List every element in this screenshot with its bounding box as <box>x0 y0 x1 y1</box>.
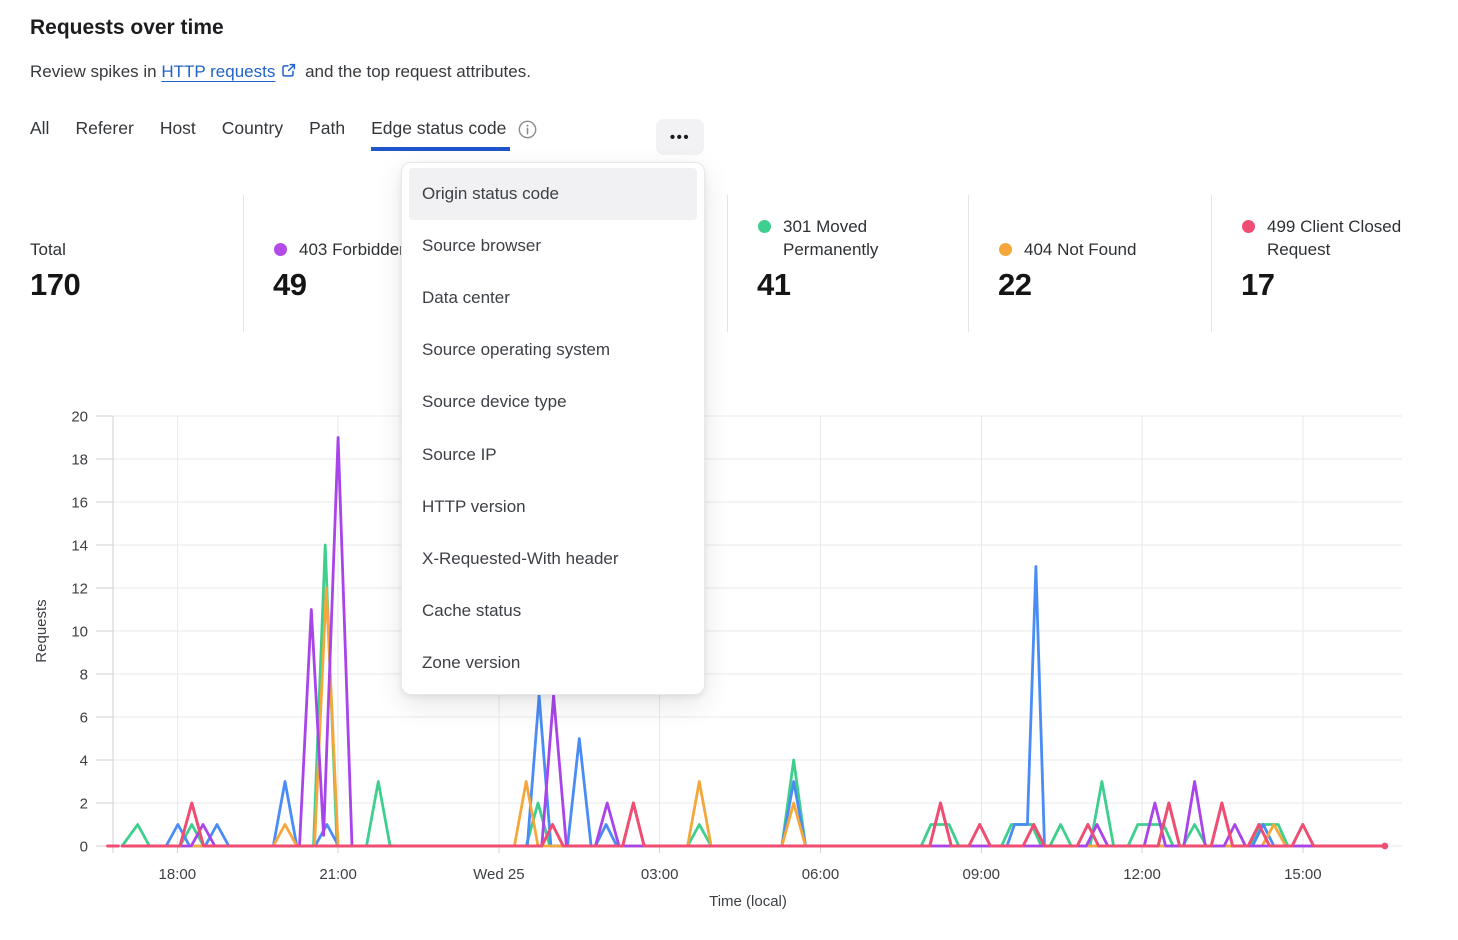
tab-label: Country <box>221 118 284 138</box>
x-tick-label: 21:00 <box>319 866 357 883</box>
series-line-301-moved-permanently <box>120 543 1387 848</box>
x-tick-label: 18:00 <box>159 866 197 883</box>
stat-403-forbidden: 403 Forbidden 49 <box>273 195 483 333</box>
y-tick-label: 12 <box>71 581 88 598</box>
y-tick-label: 16 <box>71 495 88 512</box>
stat-divider <box>968 195 969 332</box>
y-tick-label: 6 <box>80 710 88 727</box>
tab-country[interactable]: Country <box>222 118 283 148</box>
http-requests-link[interactable]: HTTP requests <box>161 62 276 81</box>
x-tick-label: 06:00 <box>802 866 840 883</box>
x-tick-label: Wed 25 <box>473 866 524 883</box>
stat-404-not-found: 404 Not Found 22 <box>998 195 1208 333</box>
menu-item-zone-version[interactable]: Zone version <box>422 652 521 672</box>
x-tick-label: 09:00 <box>962 866 1000 883</box>
series-color-dot <box>1242 220 1255 233</box>
subtitle-text-tail: and the top request attributes. <box>300 62 531 81</box>
stat-value: 49 <box>273 267 307 302</box>
menu-item-source-operating-system[interactable]: Source operating system <box>422 340 611 360</box>
external-link-icon <box>281 63 296 83</box>
y-tick-label: 14 <box>71 538 88 555</box>
stat-value: 17 <box>1241 267 1275 302</box>
tab-label: Host <box>159 118 196 138</box>
attribute-dropdown-menu: Origin status code Source browser Data cen… <box>401 162 705 695</box>
tab-referer[interactable]: Referer <box>75 118 133 148</box>
stat-301-moved-permanently: 301 Moved Permanently 41 <box>757 195 922 333</box>
stat-divider <box>243 195 244 332</box>
menu-item-x-requested-with-header[interactable]: X-Requested-With header <box>422 548 619 568</box>
x-tick-label: 03:00 <box>641 866 679 883</box>
x-tick-label: 12:00 <box>1123 866 1161 883</box>
tab-host[interactable]: Host <box>160 118 196 148</box>
menu-item-cache-status[interactable]: Cache status <box>422 600 522 620</box>
tab-label: All <box>30 118 50 138</box>
stat-label: 403 Forbidden <box>273 238 409 261</box>
ellipsis-icon: ••• <box>669 128 691 146</box>
stat-value: 41 <box>757 267 791 302</box>
series-line-item <box>120 565 1387 848</box>
subtitle: Review spikes in HTTP requests and the t… <box>30 62 531 83</box>
x-axis-title: Time (local) <box>709 893 787 910</box>
menu-item-origin-status-code[interactable]: Origin status code <box>409 168 697 221</box>
tab-edge-status-code[interactable]: Edge status code <box>371 118 537 160</box>
tab-label: Path <box>309 118 346 138</box>
tab-label: Edge status code <box>371 118 511 151</box>
y-tick-label: 18 <box>71 452 88 469</box>
tab-all[interactable]: All <box>30 118 49 148</box>
stat-label: Total <box>30 240 66 259</box>
series-line-499-client-closed-request <box>120 801 1387 848</box>
series-end-dot <box>1381 842 1389 850</box>
stat-label: 301 Moved Permanently <box>757 215 922 261</box>
stat-divider <box>1211 195 1212 332</box>
y-tick-label: 20 <box>71 409 88 426</box>
series-color-dot <box>758 220 771 233</box>
y-axis-title: Requests <box>33 599 50 662</box>
more-attributes-button[interactable]: ••• <box>656 119 704 155</box>
stat-value: 170 <box>30 267 81 302</box>
y-tick-label: 2 <box>80 796 88 813</box>
menu-item-http-version[interactable]: HTTP version <box>422 496 526 516</box>
menu-item-data-center[interactable]: Data center <box>422 288 510 308</box>
tab-path[interactable]: Path <box>309 118 345 148</box>
menu-item-source-ip[interactable]: Source IP <box>422 444 497 464</box>
stats-row: Total 170 403 Forbidden 49 301 Moved Permane… <box>0 195 1458 333</box>
page-title: Requests over time <box>30 16 224 39</box>
y-tick-label: 0 <box>80 839 88 856</box>
info-icon[interactable] <box>518 120 537 144</box>
stat-divider <box>727 195 728 332</box>
y-tick-label: 4 <box>80 753 88 770</box>
attribute-tabs: All Referer Host Country Path Edge status cod… <box>30 118 537 160</box>
y-tick-label: 10 <box>71 624 88 641</box>
stat-label: 499 Client Closed Request <box>1241 215 1406 261</box>
series-color-dot <box>999 243 1012 256</box>
series-line-403-forbidden <box>120 436 1387 848</box>
subtitle-text: Review spikes in <box>30 62 162 81</box>
stat-value: 22 <box>998 267 1032 302</box>
x-tick-label: 15:00 <box>1284 866 1322 883</box>
menu-item-source-device-type[interactable]: Source device type <box>422 392 567 412</box>
series-color-dot <box>274 243 287 256</box>
menu-item-source-browser[interactable]: Source browser <box>422 236 542 256</box>
stat-total: Total 170 <box>30 195 230 333</box>
y-tick-label: 8 <box>80 667 88 684</box>
stat-499-client-closed-request: 499 Client Closed Request 17 <box>1241 195 1406 333</box>
tab-label: Referer <box>75 118 134 138</box>
stat-label: 404 Not Found <box>998 238 1136 261</box>
